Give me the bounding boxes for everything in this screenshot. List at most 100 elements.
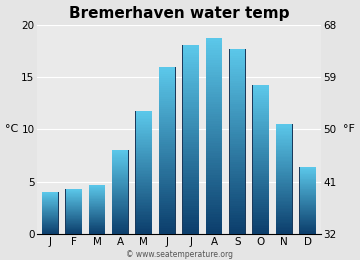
Bar: [159, 180, 175, 182]
Bar: [206, 109, 222, 112]
Bar: [159, 192, 175, 194]
Bar: [66, 230, 82, 231]
Bar: [136, 166, 152, 168]
Bar: [89, 186, 105, 187]
Bar: [206, 170, 222, 173]
Bar: [89, 199, 105, 200]
Bar: [89, 228, 105, 229]
Bar: [276, 172, 292, 173]
Bar: [300, 211, 316, 212]
Bar: [159, 86, 175, 88]
Bar: [112, 209, 129, 210]
Bar: [276, 180, 292, 182]
Bar: [183, 217, 199, 220]
Bar: [136, 148, 152, 150]
Bar: [183, 95, 199, 97]
Bar: [159, 198, 175, 200]
Bar: [206, 112, 222, 114]
Bar: [206, 185, 222, 187]
Bar: [42, 212, 58, 213]
Bar: [66, 228, 82, 229]
Bar: [136, 116, 152, 118]
Bar: [253, 173, 269, 174]
Bar: [159, 203, 175, 205]
Bar: [276, 224, 292, 226]
Bar: [159, 219, 175, 221]
Bar: [183, 111, 199, 114]
Bar: [230, 208, 246, 211]
Bar: [253, 158, 269, 160]
Bar: [183, 50, 199, 53]
Bar: [159, 186, 175, 188]
Bar: [206, 99, 222, 102]
Bar: [230, 120, 246, 123]
Bar: [276, 127, 292, 128]
Bar: [136, 211, 152, 212]
Bar: [66, 200, 82, 201]
Bar: [230, 127, 246, 130]
Bar: [230, 171, 246, 174]
Bar: [183, 119, 199, 121]
Bar: [66, 191, 82, 192]
Bar: [276, 179, 292, 180]
Bar: [112, 164, 129, 165]
Bar: [230, 67, 246, 69]
Bar: [183, 163, 199, 166]
Bar: [89, 210, 105, 211]
Bar: [89, 230, 105, 231]
Bar: [159, 230, 175, 232]
Bar: [136, 200, 152, 202]
Bar: [159, 121, 175, 123]
Bar: [136, 130, 152, 131]
Bar: [230, 90, 246, 93]
Bar: [183, 104, 199, 107]
Bar: [42, 228, 58, 229]
Bar: [112, 174, 129, 175]
Bar: [183, 213, 199, 215]
Bar: [183, 71, 199, 74]
Bar: [300, 194, 316, 195]
Bar: [112, 195, 129, 196]
Bar: [300, 210, 316, 211]
Bar: [300, 180, 316, 181]
Bar: [89, 192, 105, 193]
Bar: [300, 176, 316, 177]
Bar: [159, 72, 175, 74]
Bar: [276, 168, 292, 169]
Bar: [89, 212, 105, 213]
Bar: [112, 233, 129, 234]
Bar: [42, 220, 58, 221]
Bar: [42, 217, 58, 218]
Bar: [276, 169, 292, 171]
Title: Bremerhaven water temp: Bremerhaven water temp: [69, 5, 289, 21]
Bar: [206, 158, 222, 160]
Bar: [136, 174, 152, 176]
Bar: [136, 153, 152, 154]
Bar: [136, 223, 152, 225]
Bar: [230, 194, 246, 197]
Bar: [253, 199, 269, 200]
Bar: [66, 222, 82, 223]
Bar: [112, 215, 129, 216]
Bar: [112, 161, 129, 162]
Bar: [230, 174, 246, 176]
Bar: [183, 149, 199, 151]
Bar: [89, 204, 105, 205]
Bar: [183, 90, 199, 93]
Bar: [206, 160, 222, 163]
Bar: [253, 135, 269, 137]
Bar: [159, 117, 175, 119]
Bar: [276, 140, 292, 142]
Bar: [253, 128, 269, 130]
Bar: [42, 198, 58, 199]
Bar: [136, 205, 152, 206]
Bar: [253, 212, 269, 213]
Bar: [300, 224, 316, 225]
Bar: [253, 178, 269, 180]
Bar: [42, 200, 58, 201]
Bar: [300, 213, 316, 214]
Bar: [42, 192, 58, 193]
Bar: [112, 180, 129, 181]
Bar: [230, 109, 246, 111]
Bar: [206, 207, 222, 209]
